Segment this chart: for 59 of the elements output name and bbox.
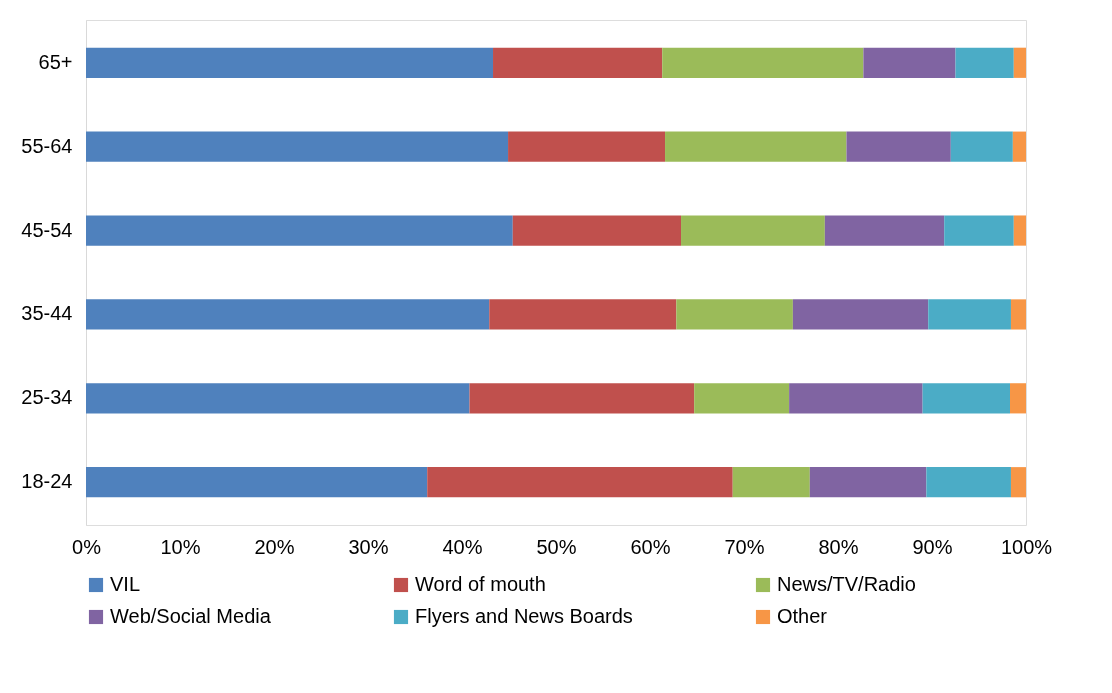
y-tick-label: 25-34 bbox=[21, 386, 73, 409]
x-tick-label: 90% bbox=[912, 535, 953, 558]
bar bbox=[950, 131, 1013, 162]
x-tick-label: 30% bbox=[348, 535, 389, 558]
bar bbox=[512, 215, 682, 246]
y-tick-label: 35-44 bbox=[21, 302, 73, 325]
x-tick-label: 70% bbox=[724, 535, 765, 558]
y-tick-label: 18-24 bbox=[21, 470, 73, 493]
bar bbox=[676, 299, 793, 330]
x-tick-label: 60% bbox=[630, 535, 671, 558]
legend-label: Flyers and News Boards bbox=[415, 605, 633, 627]
bar bbox=[86, 215, 513, 246]
bar bbox=[86, 131, 509, 162]
bar bbox=[955, 47, 1014, 78]
bar bbox=[1013, 215, 1026, 246]
bar bbox=[86, 467, 428, 498]
bar bbox=[493, 47, 663, 78]
bar bbox=[86, 383, 470, 414]
bar bbox=[926, 467, 1011, 498]
legend-label: News/TV/Radio bbox=[777, 573, 916, 595]
x-tick-label: 80% bbox=[818, 535, 859, 558]
bar bbox=[732, 467, 810, 498]
bar bbox=[1012, 131, 1026, 162]
bar bbox=[694, 383, 790, 414]
legend-label: Word of mouth bbox=[415, 573, 546, 595]
x-tick-label: 100% bbox=[1000, 535, 1053, 558]
bar bbox=[469, 383, 695, 414]
bar bbox=[489, 299, 677, 330]
bar bbox=[824, 215, 945, 246]
bar bbox=[846, 131, 951, 162]
x-tick-label: 10% bbox=[160, 535, 201, 558]
legend-label: VIL bbox=[110, 573, 141, 595]
bar bbox=[1010, 383, 1026, 414]
x-tick-label: 20% bbox=[254, 535, 295, 558]
legend-label: Web/Social Media bbox=[110, 605, 272, 627]
x-tick-label: 40% bbox=[442, 535, 483, 558]
bar bbox=[863, 47, 956, 78]
bar bbox=[86, 47, 494, 78]
bar bbox=[427, 467, 733, 498]
bar bbox=[508, 131, 666, 162]
bar bbox=[681, 215, 825, 246]
bar bbox=[792, 299, 929, 330]
bar bbox=[789, 383, 923, 414]
y-tick-label: 65+ bbox=[38, 50, 73, 73]
x-tick-label: 50% bbox=[536, 535, 577, 558]
legend-label: Other bbox=[777, 605, 828, 627]
y-tick-label: 45-54 bbox=[21, 218, 73, 241]
bar bbox=[662, 47, 864, 78]
bar bbox=[665, 131, 847, 162]
bar bbox=[944, 215, 1014, 246]
y-tick-label: 55-64 bbox=[21, 134, 73, 157]
bar bbox=[86, 299, 490, 330]
bar bbox=[1013, 47, 1026, 78]
bar bbox=[1010, 299, 1026, 330]
bar bbox=[809, 467, 927, 498]
x-tick-label: 0% bbox=[72, 535, 102, 558]
bar bbox=[1010, 467, 1026, 498]
bar bbox=[922, 383, 1011, 414]
bar bbox=[928, 299, 1011, 330]
